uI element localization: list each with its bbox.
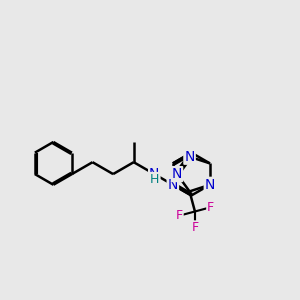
Text: N: N — [168, 178, 178, 192]
Text: F: F — [176, 209, 183, 222]
Text: N: N — [172, 167, 182, 181]
Text: F: F — [207, 201, 214, 214]
Text: F: F — [191, 221, 199, 234]
Text: N: N — [205, 178, 215, 192]
Text: N: N — [149, 167, 160, 181]
Text: N: N — [184, 150, 195, 164]
Text: H: H — [150, 173, 159, 186]
